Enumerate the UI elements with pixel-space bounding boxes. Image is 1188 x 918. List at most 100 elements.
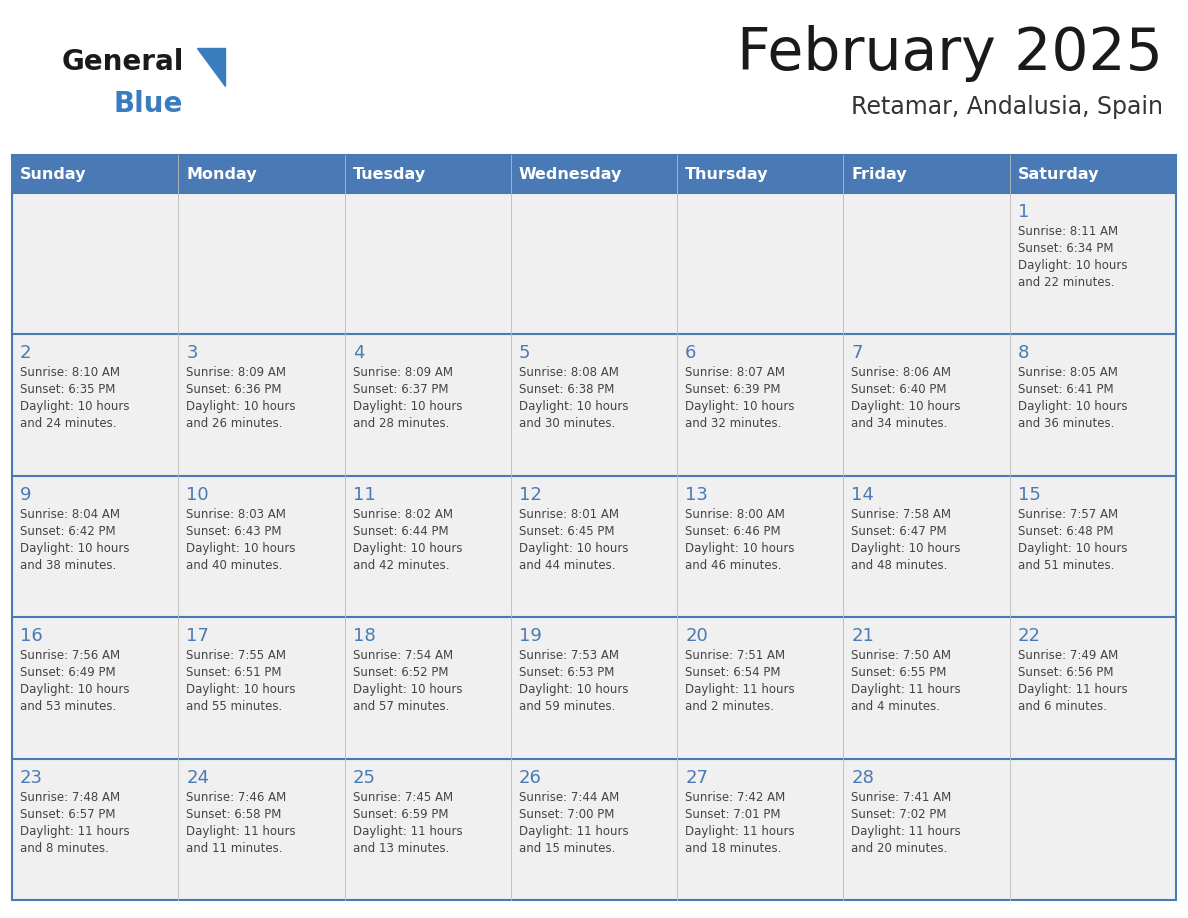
Text: Sunrise: 7:55 AM: Sunrise: 7:55 AM: [187, 649, 286, 662]
Text: Daylight: 11 hours: Daylight: 11 hours: [187, 824, 296, 837]
Text: Daylight: 10 hours: Daylight: 10 hours: [20, 542, 129, 554]
Text: and 26 minutes.: and 26 minutes.: [187, 418, 283, 431]
Text: February 2025: February 2025: [737, 25, 1163, 82]
Text: 20: 20: [685, 627, 708, 645]
Text: and 20 minutes.: and 20 minutes.: [852, 842, 948, 855]
Text: Sunrise: 7:53 AM: Sunrise: 7:53 AM: [519, 649, 619, 662]
Text: Sunrise: 7:56 AM: Sunrise: 7:56 AM: [20, 649, 120, 662]
Text: General: General: [62, 48, 184, 76]
Text: Daylight: 11 hours: Daylight: 11 hours: [353, 824, 462, 837]
Text: 27: 27: [685, 768, 708, 787]
Text: Daylight: 10 hours: Daylight: 10 hours: [187, 400, 296, 413]
Text: Sunset: 6:55 PM: Sunset: 6:55 PM: [852, 666, 947, 679]
Bar: [12, 617, 1176, 758]
Text: 28: 28: [852, 768, 874, 787]
Text: Sunrise: 7:41 AM: Sunrise: 7:41 AM: [852, 790, 952, 803]
Text: Daylight: 10 hours: Daylight: 10 hours: [519, 542, 628, 554]
Text: Sunset: 6:48 PM: Sunset: 6:48 PM: [1018, 525, 1113, 538]
Text: Sunrise: 8:07 AM: Sunrise: 8:07 AM: [685, 366, 785, 379]
Text: and 32 minutes.: and 32 minutes.: [685, 418, 782, 431]
Text: and 4 minutes.: and 4 minutes.: [852, 700, 941, 713]
Text: and 48 minutes.: and 48 minutes.: [852, 559, 948, 572]
Text: Sunrise: 7:45 AM: Sunrise: 7:45 AM: [353, 790, 453, 803]
Text: and 51 minutes.: and 51 minutes.: [1018, 559, 1114, 572]
Text: Sunrise: 7:50 AM: Sunrise: 7:50 AM: [852, 649, 952, 662]
Text: Daylight: 10 hours: Daylight: 10 hours: [187, 542, 296, 554]
Text: 4: 4: [353, 344, 364, 363]
Text: Sunset: 6:36 PM: Sunset: 6:36 PM: [187, 384, 282, 397]
Text: Sunset: 6:44 PM: Sunset: 6:44 PM: [353, 525, 448, 538]
Text: 17: 17: [187, 627, 209, 645]
Bar: [12, 758, 1176, 900]
Text: Sunset: 6:53 PM: Sunset: 6:53 PM: [519, 666, 614, 679]
Text: and 15 minutes.: and 15 minutes.: [519, 842, 615, 855]
Text: 22: 22: [1018, 627, 1041, 645]
Text: Sunset: 6:41 PM: Sunset: 6:41 PM: [1018, 384, 1113, 397]
Text: and 24 minutes.: and 24 minutes.: [20, 418, 116, 431]
Text: Daylight: 11 hours: Daylight: 11 hours: [685, 824, 795, 837]
Text: Sunrise: 8:11 AM: Sunrise: 8:11 AM: [1018, 225, 1118, 238]
Text: Sunrise: 7:57 AM: Sunrise: 7:57 AM: [1018, 508, 1118, 521]
Text: Sunset: 6:49 PM: Sunset: 6:49 PM: [20, 666, 115, 679]
Text: Daylight: 11 hours: Daylight: 11 hours: [1018, 683, 1127, 696]
Text: Sunset: 7:02 PM: Sunset: 7:02 PM: [852, 808, 947, 821]
Text: Sunset: 6:46 PM: Sunset: 6:46 PM: [685, 525, 781, 538]
Text: Sunset: 6:39 PM: Sunset: 6:39 PM: [685, 384, 781, 397]
Text: Daylight: 11 hours: Daylight: 11 hours: [20, 824, 129, 837]
Text: 14: 14: [852, 486, 874, 504]
Text: and 18 minutes.: and 18 minutes.: [685, 842, 782, 855]
Text: 2: 2: [20, 344, 32, 363]
Text: Sunrise: 8:09 AM: Sunrise: 8:09 AM: [187, 366, 286, 379]
Text: Sunset: 6:57 PM: Sunset: 6:57 PM: [20, 808, 115, 821]
Text: and 34 minutes.: and 34 minutes.: [852, 418, 948, 431]
Text: Sunrise: 7:58 AM: Sunrise: 7:58 AM: [852, 508, 952, 521]
Text: and 22 minutes.: and 22 minutes.: [1018, 276, 1114, 289]
Text: Sunday: Sunday: [20, 166, 87, 182]
Text: Sunset: 6:59 PM: Sunset: 6:59 PM: [353, 808, 448, 821]
Text: Daylight: 10 hours: Daylight: 10 hours: [1018, 400, 1127, 413]
Text: Daylight: 11 hours: Daylight: 11 hours: [852, 683, 961, 696]
Text: and 38 minutes.: and 38 minutes.: [20, 559, 116, 572]
Text: Daylight: 11 hours: Daylight: 11 hours: [685, 683, 795, 696]
Text: and 36 minutes.: and 36 minutes.: [1018, 418, 1114, 431]
Text: Thursday: Thursday: [685, 166, 769, 182]
Text: Daylight: 10 hours: Daylight: 10 hours: [1018, 259, 1127, 272]
Text: 23: 23: [20, 768, 43, 787]
Text: Friday: Friday: [852, 166, 908, 182]
Text: Sunrise: 8:06 AM: Sunrise: 8:06 AM: [852, 366, 952, 379]
Text: and 2 minutes.: and 2 minutes.: [685, 700, 775, 713]
Text: Sunset: 6:47 PM: Sunset: 6:47 PM: [852, 525, 947, 538]
Bar: [12, 193, 1176, 334]
Text: and 13 minutes.: and 13 minutes.: [353, 842, 449, 855]
Text: Sunrise: 8:04 AM: Sunrise: 8:04 AM: [20, 508, 120, 521]
Text: Daylight: 10 hours: Daylight: 10 hours: [685, 542, 795, 554]
Text: Daylight: 10 hours: Daylight: 10 hours: [852, 400, 961, 413]
Text: Daylight: 10 hours: Daylight: 10 hours: [519, 400, 628, 413]
Text: 13: 13: [685, 486, 708, 504]
Text: Daylight: 10 hours: Daylight: 10 hours: [852, 542, 961, 554]
Text: 9: 9: [20, 486, 32, 504]
Text: Sunset: 7:01 PM: Sunset: 7:01 PM: [685, 808, 781, 821]
Text: 21: 21: [852, 627, 874, 645]
Text: Sunset: 6:51 PM: Sunset: 6:51 PM: [187, 666, 282, 679]
Text: Sunset: 6:35 PM: Sunset: 6:35 PM: [20, 384, 115, 397]
Text: 6: 6: [685, 344, 696, 363]
Text: Sunrise: 8:05 AM: Sunrise: 8:05 AM: [1018, 366, 1118, 379]
Text: 8: 8: [1018, 344, 1029, 363]
Text: Sunrise: 7:46 AM: Sunrise: 7:46 AM: [187, 790, 286, 803]
Text: Saturday: Saturday: [1018, 166, 1099, 182]
Text: Sunrise: 7:51 AM: Sunrise: 7:51 AM: [685, 649, 785, 662]
Text: and 30 minutes.: and 30 minutes.: [519, 418, 615, 431]
Text: Sunset: 6:40 PM: Sunset: 6:40 PM: [852, 384, 947, 397]
Text: 18: 18: [353, 627, 375, 645]
Text: 19: 19: [519, 627, 542, 645]
Text: Sunrise: 7:49 AM: Sunrise: 7:49 AM: [1018, 649, 1118, 662]
Text: Daylight: 10 hours: Daylight: 10 hours: [519, 683, 628, 696]
Bar: [12, 476, 1176, 617]
Text: Sunrise: 7:44 AM: Sunrise: 7:44 AM: [519, 790, 619, 803]
Text: Sunrise: 7:48 AM: Sunrise: 7:48 AM: [20, 790, 120, 803]
Text: and 55 minutes.: and 55 minutes.: [187, 700, 283, 713]
Text: and 11 minutes.: and 11 minutes.: [187, 842, 283, 855]
Text: Daylight: 10 hours: Daylight: 10 hours: [353, 542, 462, 554]
Text: and 57 minutes.: and 57 minutes.: [353, 700, 449, 713]
